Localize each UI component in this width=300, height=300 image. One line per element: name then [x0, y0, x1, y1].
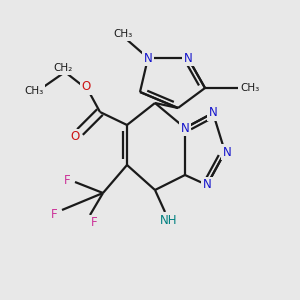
Text: CH₃: CH₃ [24, 86, 44, 96]
Text: O: O [81, 80, 91, 94]
Text: F: F [51, 208, 57, 221]
Text: NH: NH [160, 214, 178, 226]
Text: F: F [91, 217, 97, 230]
Text: O: O [70, 130, 80, 143]
Text: N: N [144, 52, 152, 64]
Text: N: N [223, 146, 231, 158]
Text: CH₂: CH₂ [53, 63, 73, 73]
Text: N: N [181, 122, 189, 134]
Text: N: N [184, 52, 192, 64]
Text: N: N [202, 178, 211, 191]
Text: N: N [208, 106, 217, 119]
Text: CH₃: CH₃ [240, 83, 260, 93]
Text: CH₃: CH₃ [113, 29, 133, 39]
Text: F: F [64, 173, 70, 187]
